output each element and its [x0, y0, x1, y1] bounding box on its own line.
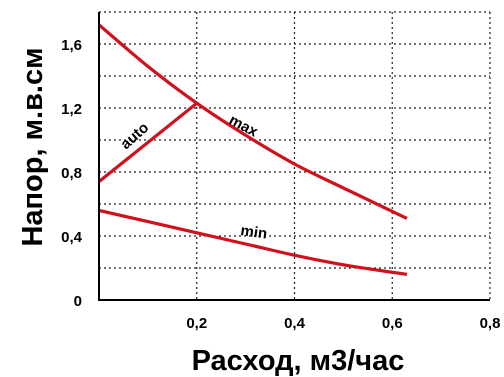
- label-auto: auto: [117, 119, 152, 153]
- x-tick-label: 0,6: [382, 315, 403, 332]
- label-min: min: [239, 222, 268, 243]
- series-lines: [97, 23, 408, 276]
- series-line-min: [98, 208, 408, 276]
- series-line-max: [97, 23, 408, 220]
- y-axis-title: Напор, м.в.см: [17, 47, 49, 246]
- x-tick-label: 0,4: [284, 315, 306, 332]
- curve-labels: max auto min: [117, 112, 268, 243]
- y-tick-label: 0: [74, 293, 82, 310]
- x-tick-label: 0,2: [186, 315, 207, 332]
- label-max: max: [226, 112, 261, 141]
- y-tick-label: 1,6: [61, 37, 82, 54]
- tick-labels: 0 0,4 0,8 1,2 1,6 0,2 0,4 0,6 0,8: [61, 37, 500, 332]
- x-axis-title: Расход, м3/час: [192, 345, 405, 377]
- y-tick-label: 1,2: [61, 101, 82, 118]
- grid-lines: [99, 11, 491, 300]
- y-tick-label: 0,8: [61, 165, 82, 182]
- axes: [98, 12, 490, 301]
- x-tick-label: 0,8: [480, 315, 501, 332]
- y-tick-label: 0,4: [61, 229, 83, 246]
- series-line-auto: [97, 101, 198, 183]
